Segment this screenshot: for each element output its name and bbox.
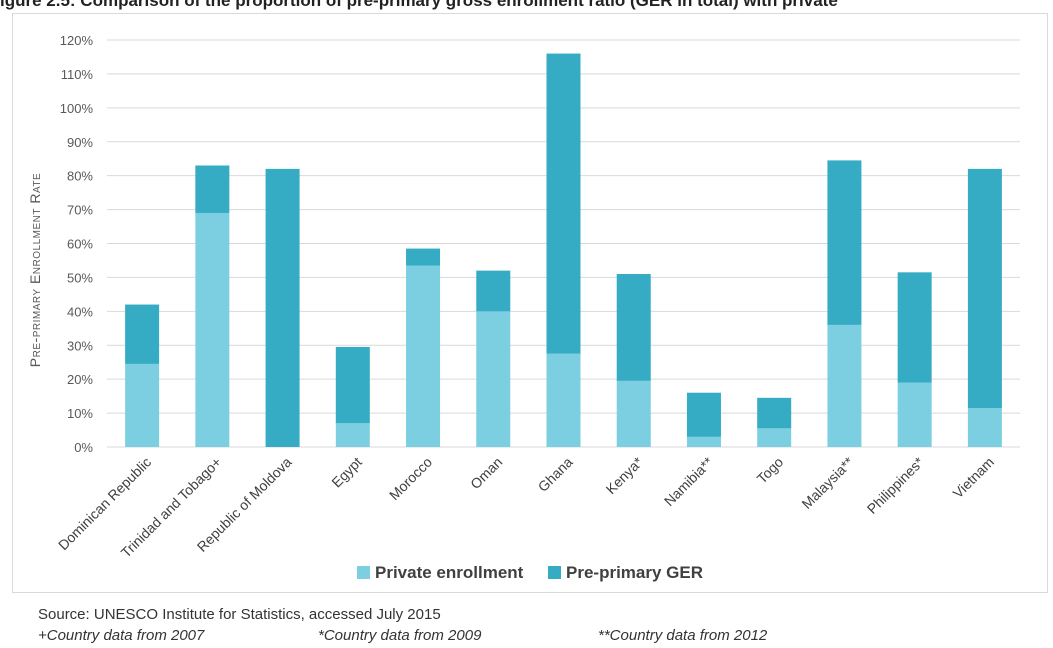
y-tick-label: 50% <box>67 270 93 285</box>
x-tick-label: Vietnam <box>950 454 997 501</box>
bar-private <box>616 380 651 447</box>
bar-ger <box>265 168 300 447</box>
x-tick-label: Kenya* <box>603 453 647 497</box>
note-2012: **Country data from 2012 <box>598 627 768 644</box>
x-tick-label: Egypt <box>328 454 365 491</box>
x-tick-label: Namibia** <box>661 453 717 509</box>
y-tick-label: 0% <box>74 440 93 455</box>
bar-ger <box>406 248 441 266</box>
x-tick-label: Morocco <box>386 454 435 503</box>
bar-private <box>476 311 511 447</box>
bar-private <box>967 407 1002 447</box>
bar-ger <box>757 397 792 429</box>
bar-private <box>125 363 160 447</box>
bar-ger <box>967 168 1002 408</box>
bar-ger <box>476 270 511 312</box>
bar-private <box>897 382 932 447</box>
bar-private <box>335 423 370 447</box>
bar-ger <box>686 392 721 437</box>
bar-ger <box>897 272 932 383</box>
legend-label: Private enrollment <box>375 563 524 582</box>
y-tick-label: 70% <box>67 203 93 218</box>
bar-ger <box>827 160 862 325</box>
legend-swatch <box>548 566 561 579</box>
x-tick-label: Oman <box>467 454 505 492</box>
y-tick-label: 30% <box>67 338 93 353</box>
figure-title-text: igure 2.5: Comparison of the proportion … <box>0 0 838 10</box>
legend-swatch <box>357 566 370 579</box>
chart-frame <box>12 13 1048 593</box>
y-tick-label: 10% <box>67 406 93 421</box>
x-tick-label: Ghana <box>535 454 576 495</box>
legend: Private enrollment Pre-primary GER <box>357 563 703 582</box>
y-tick-label: 60% <box>67 237 93 252</box>
bar-ger <box>125 304 160 364</box>
note-2009: *Country data from 2009 <box>318 627 482 644</box>
x-tick-label: Togo <box>754 454 787 487</box>
bars <box>125 53 1002 447</box>
legend-label: Pre-primary GER <box>566 563 703 582</box>
x-tick-label: Philippines* <box>864 453 927 516</box>
bar-private <box>406 265 441 447</box>
bar-ger <box>546 53 581 354</box>
y-tick-label: 100% <box>60 101 94 116</box>
source-note: Source: UNESCO Institute for Statistics,… <box>38 606 441 623</box>
bar-private <box>195 212 230 447</box>
bar-private <box>757 428 792 447</box>
bar-ger <box>335 346 370 424</box>
bar-chart: 0% 10% 20% 30% 40% 50% 60% 70% 80% 90% 100% 110% 120… <box>27 33 1020 582</box>
y-tick-label: 20% <box>67 372 93 387</box>
y-tick-label: 80% <box>67 169 93 184</box>
y-axis-label: Pre-primary Enrollment Rate <box>27 173 43 367</box>
y-tick-label: 120% <box>60 33 94 48</box>
y-tick-label: 40% <box>67 304 93 319</box>
bar-ger <box>616 274 651 381</box>
bar-private <box>827 324 862 447</box>
x-tick-label: Malaysia** <box>798 453 856 511</box>
y-tick-label: 90% <box>67 135 93 150</box>
figure-title: igure 2.5: Comparison of the proportion … <box>0 0 1053 12</box>
y-tick-label: 110% <box>61 67 94 82</box>
y-tick-labels: 0% 10% 20% 30% 40% 50% 60% 70% 80% 90% 100% 110% 120… <box>60 33 94 455</box>
bar-private <box>686 436 721 447</box>
bar-ger <box>195 165 230 213</box>
bar-private <box>546 353 581 447</box>
note-2007: +Country data from 2007 <box>38 627 205 644</box>
